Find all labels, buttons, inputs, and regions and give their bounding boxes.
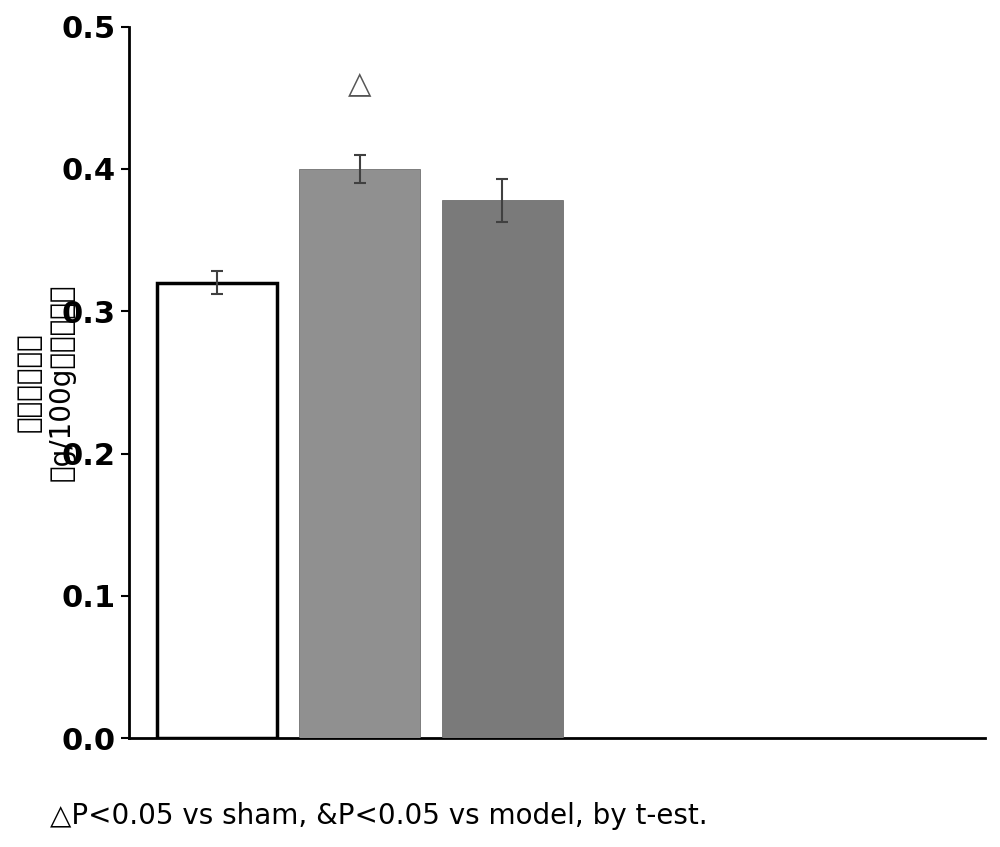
Bar <box>157 283 277 739</box>
Bar <box>442 200 563 739</box>
Y-axis label: 心脏重量指数
（g/100g心脏重量）: 心脏重量指数 （g/100g心脏重量） <box>15 284 75 481</box>
Text: △: △ <box>348 69 371 97</box>
Bar <box>299 169 420 739</box>
Text: △P<0.05 vs sham, &P<0.05 vs model, by t-est.: △P<0.05 vs sham, &P<0.05 vs model, by t-… <box>50 802 708 830</box>
